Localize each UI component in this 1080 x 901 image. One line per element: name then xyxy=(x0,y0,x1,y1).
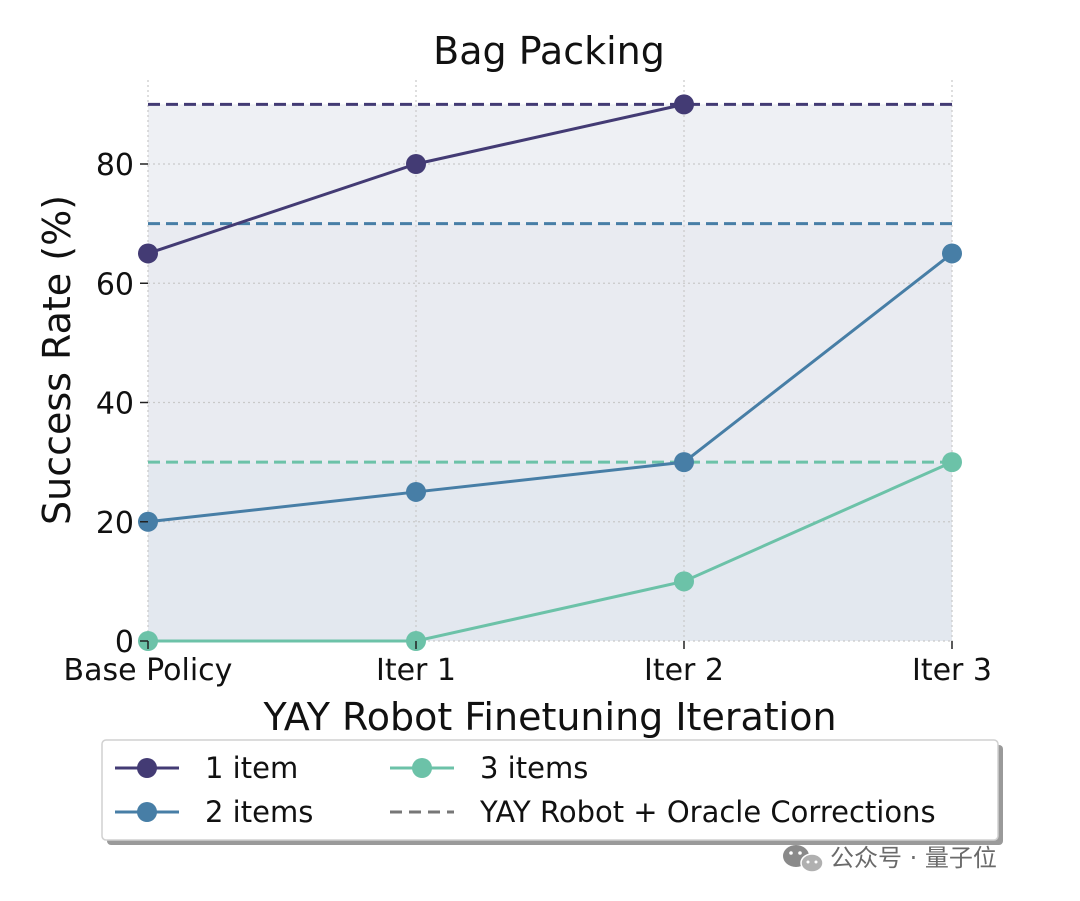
x-tick-label: Iter 3 xyxy=(912,653,992,688)
data-point xyxy=(406,154,426,174)
series-line xyxy=(148,460,953,643)
y-tick-label: 60 xyxy=(96,267,134,302)
data-point xyxy=(674,571,694,592)
plot-band xyxy=(148,223,952,463)
series-lines xyxy=(138,94,962,651)
legend-entries: 1 item 2 items 3 items YAY Robot + Oracle C… xyxy=(115,751,936,829)
plot-background xyxy=(148,104,952,641)
data-point xyxy=(674,452,694,473)
oracle-lines xyxy=(148,102,952,464)
watermark-text: 公众号 · 量子位 xyxy=(830,844,997,872)
wechat-icon xyxy=(783,845,824,873)
legend-box xyxy=(101,739,999,841)
data-point xyxy=(674,94,694,115)
legend-marker xyxy=(137,758,157,778)
legend-label: 3 items xyxy=(480,751,588,785)
x-tick-label: Iter 2 xyxy=(644,653,724,688)
x-tick-label: Base Policy xyxy=(64,653,233,688)
x-axis-title: YAY Robot Finetuning Iteration xyxy=(262,695,836,739)
series-line xyxy=(147,252,953,524)
legend-entry: YAY Robot + Oracle Corrections xyxy=(390,795,936,829)
legend-entry: 1 item xyxy=(115,751,298,785)
y-tick-label: 0 xyxy=(115,625,134,660)
data-point xyxy=(138,243,158,264)
y-tick-label: 20 xyxy=(96,506,134,541)
legend-entry: 2 items xyxy=(115,795,313,829)
legend-label: YAY Robot + Oracle Corrections xyxy=(479,795,936,829)
axes: 0 20 40 60 80 Base Policy Iter 1 Iter 2 Iter 3 xyxy=(64,148,992,688)
plot-band xyxy=(148,462,952,641)
watermark: 公众号 · 量子位 xyxy=(783,844,997,873)
y-tick-label: 40 xyxy=(96,387,134,422)
data-point xyxy=(406,481,426,502)
legend-marker xyxy=(412,758,432,778)
legend-entry: 3 items xyxy=(390,751,588,785)
y-axis-title: Success Rate (%) xyxy=(35,195,79,525)
legend-label: 1 item xyxy=(205,751,298,785)
x-tick-label: Iter 1 xyxy=(376,653,456,688)
legend-marker xyxy=(137,802,157,822)
data-point xyxy=(942,452,962,473)
legend-label: 2 items xyxy=(205,795,313,829)
chart-title: Bag Packing xyxy=(433,29,665,73)
legend: 1 item 2 items 3 items YAY Robot + Oracle C… xyxy=(101,739,1003,845)
data-point xyxy=(942,243,962,264)
y-tick-label: 80 xyxy=(96,148,134,183)
